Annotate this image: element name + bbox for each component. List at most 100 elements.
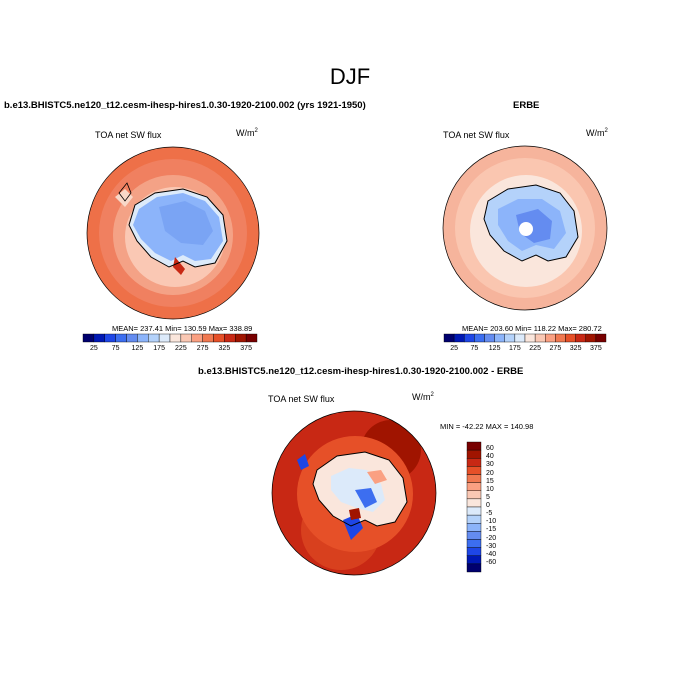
left-colorbar	[82, 333, 258, 343]
colorbar-swatch	[466, 555, 482, 565]
colorbar-swatch	[104, 333, 116, 343]
colorbar-swatch	[443, 333, 455, 343]
colorbar-swatch	[464, 333, 475, 343]
colorbar-swatch	[595, 333, 607, 343]
colorbar-tick-label: -30	[486, 542, 497, 550]
colorbar-swatch	[148, 333, 160, 343]
colorbar-tick-label: 225	[529, 345, 541, 352]
obs-polar-map	[442, 145, 608, 311]
plot-title: DJF	[329, 64, 371, 89]
colorbar-tick-label: 25	[89, 345, 98, 352]
colorbar-swatch	[453, 333, 465, 343]
colorbar-tick-label: 25	[450, 345, 459, 352]
colorbar-tick-label: 175	[153, 345, 165, 352]
colorbar-swatch	[504, 333, 516, 343]
colorbar-swatch	[575, 333, 586, 343]
colorbar-tick-label: 375	[240, 345, 252, 352]
colorbar-swatch	[115, 333, 127, 343]
colorbar-swatch	[466, 514, 482, 524]
left-units-label: W/m2	[236, 128, 258, 138]
diff-variable-label: TOA net SW flux	[268, 394, 335, 404]
colorbar-tick-label: 325	[218, 345, 231, 352]
colorbar-swatch	[82, 333, 95, 343]
colorbar-swatch	[534, 333, 546, 343]
colorbar-tick-label: 40	[486, 453, 494, 461]
colorbar-tick-label: 10	[486, 485, 494, 493]
colorbar-swatch	[466, 547, 482, 556]
colorbar-tick-label: 325	[569, 345, 582, 352]
colorbar-tick-label: 275	[549, 345, 562, 352]
model-polar-map	[86, 146, 260, 320]
colorbar-swatch	[137, 333, 149, 343]
obs-case-title: ERBE	[513, 100, 540, 111]
colorbar-tick-label: 60	[486, 445, 494, 453]
colorbar-swatch	[235, 333, 247, 343]
diff-units-label: W/m2	[412, 392, 434, 402]
colorbar-tick-label: 15	[486, 477, 494, 485]
colorbar-swatch	[466, 449, 482, 459]
colorbar-swatch	[466, 482, 482, 491]
left-variable-label: TOA net SW flux	[95, 130, 162, 140]
colorbar-tick-label: 0	[486, 502, 490, 509]
difference-colorbar	[466, 441, 482, 573]
colorbar-swatch	[565, 333, 576, 343]
right-units-label: W/m2	[586, 128, 608, 138]
colorbar-tick-label: -5	[486, 510, 493, 518]
difference-polar-map	[271, 410, 437, 576]
colorbar-tick-label: 75	[470, 345, 479, 352]
colorbar-swatch	[126, 333, 138, 343]
colorbar-swatch	[474, 333, 485, 343]
right-variable-label: TOA net SW flux	[443, 130, 510, 140]
colorbar-tick-label: -20	[486, 534, 497, 542]
colorbar-swatch	[213, 333, 225, 343]
colorbar-swatch	[585, 333, 597, 343]
colorbar-swatch	[93, 333, 105, 343]
colorbar-tick-label: 5	[486, 493, 490, 501]
colorbar-swatch	[180, 333, 192, 343]
colorbar-swatch	[158, 333, 171, 343]
difference-colorbar-ticks: 60 40 30 20 15 10 5 0 -5 -10 -15 -20 -30 -40 -60	[486, 442, 516, 572]
colorbar-tick-label: 225	[175, 345, 187, 352]
colorbar-swatch	[494, 333, 505, 343]
right-stats: MEAN= 203.60 Min= 118.22 Max= 280.72	[462, 324, 602, 333]
colorbar-swatch	[466, 466, 482, 475]
colorbar-swatch	[555, 333, 566, 343]
colorbar-tick-label: 30	[486, 461, 494, 469]
colorbar-swatch	[191, 333, 203, 343]
colorbar-swatch	[466, 474, 482, 483]
colorbar-swatch	[466, 563, 482, 573]
difference-case-title: b.e13.BHISTC5.ne120_t12.cesm-ihesp-hires…	[198, 366, 524, 377]
colorbar-swatch	[169, 333, 182, 343]
left-stats: MEAN= 237.41 Min= 130.59 Max= 338.89	[112, 324, 253, 333]
colorbar-tick-label: 175	[509, 345, 521, 352]
colorbar-tick-label: 375	[590, 345, 602, 352]
colorbar-tick-label: 125	[131, 345, 144, 352]
colorbar-swatch	[466, 506, 482, 516]
colorbar-swatch	[466, 539, 482, 548]
colorbar-swatch	[484, 333, 495, 343]
colorbar-tick-label: 20	[486, 469, 494, 477]
colorbar-swatch	[524, 333, 536, 343]
colorbar-swatch	[466, 523, 482, 532]
colorbar-tick-label: -60	[486, 558, 497, 566]
model-case-title: b.e13.BHISTC5.ne120_t12.cesm-ihesp-hires…	[4, 100, 366, 111]
colorbar-tick-label: 75	[111, 345, 120, 352]
colorbar-swatch	[514, 333, 526, 343]
colorbar-tick-label: -15	[486, 526, 497, 534]
colorbar-tick-label: 125	[488, 345, 501, 352]
colorbar-swatch	[545, 333, 556, 343]
colorbar-tick-label: 275	[196, 345, 209, 352]
colorbar-swatch	[466, 458, 482, 467]
colorbar-swatch	[466, 490, 482, 500]
colorbar-swatch	[466, 531, 482, 540]
right-colorbar-ticks: 25 75 125 175 225 275 325 375	[444, 345, 606, 355]
colorbar-swatch	[245, 333, 258, 343]
colorbar-swatch	[466, 441, 482, 451]
colorbar-tick-label: -10	[486, 518, 497, 526]
colorbar-tick-label: -40	[486, 550, 497, 558]
colorbar-swatch	[202, 333, 214, 343]
colorbar-swatch	[466, 498, 482, 508]
diff-stats: MIN = -42.22 MAX = 140.98	[440, 422, 534, 431]
colorbar-swatch	[224, 333, 236, 343]
left-colorbar-ticks: 25 75 125 175 225 275 325 375	[83, 345, 257, 355]
